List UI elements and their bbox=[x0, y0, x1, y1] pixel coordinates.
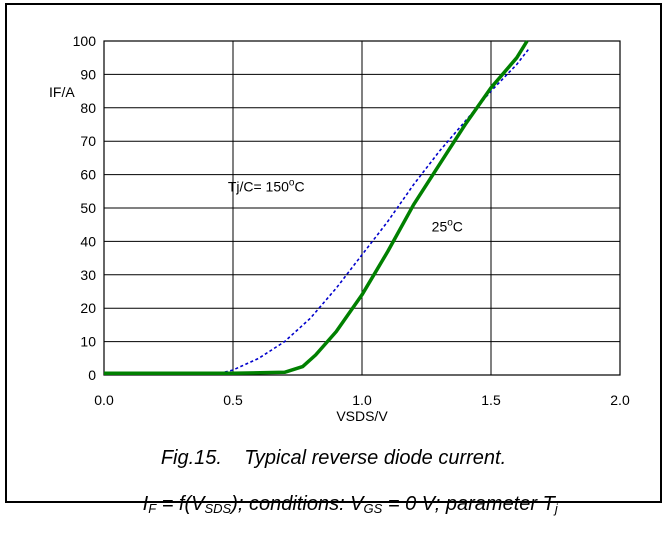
annotations: Tj/C= 150oC 25oC bbox=[228, 177, 463, 234]
caption-line-2: IF = f(VSDS); conditions: VGS = 0 V; par… bbox=[7, 470, 660, 539]
y-axis-label: IF/A bbox=[49, 84, 75, 100]
caption-line-1: Fig.15. Typical reverse diode current. bbox=[160, 447, 507, 469]
y-tick-label: 70 bbox=[80, 133, 96, 149]
caption-part: = 0 V; parameter T bbox=[382, 493, 555, 515]
x-tick-label: 1.5 bbox=[481, 392, 501, 408]
series-line-150c bbox=[104, 47, 531, 375]
caption-part: ); conditions: V bbox=[231, 493, 364, 515]
y-tick-label: 0 bbox=[88, 367, 96, 383]
x-tick-label: 0.0 bbox=[94, 392, 114, 408]
plot-border bbox=[103, 40, 621, 376]
annotation-label: Tj/C= 150oC bbox=[228, 177, 305, 194]
x-tick-label: 1.0 bbox=[352, 392, 372, 408]
y-tick-label: 90 bbox=[80, 66, 96, 82]
grid-lines bbox=[103, 40, 621, 376]
series-layer bbox=[104, 40, 531, 376]
series-line-25c bbox=[104, 40, 529, 376]
y-tick-label: 40 bbox=[80, 233, 96, 249]
x-tick-label: 2.0 bbox=[610, 392, 630, 408]
x-axis-label: VSDS/V bbox=[336, 408, 388, 424]
y-tick-label: 10 bbox=[80, 334, 96, 350]
chart: 0 10 20 30 40 50 60 70 80 90 100 0.0 0.5 1.0 1.5 2.0 I… bbox=[49, 33, 630, 424]
y-tick-label: 80 bbox=[80, 100, 96, 116]
x-tick-label: 0.5 bbox=[223, 392, 243, 408]
figure-caption: Fig.15. Typical reverse diode current. I… bbox=[7, 447, 660, 539]
x-tick-labels: 0.0 0.5 1.0 1.5 2.0 bbox=[94, 392, 630, 408]
y-tick-label: 50 bbox=[80, 200, 96, 216]
y-tick-labels: 0 10 20 30 40 50 60 70 80 90 100 bbox=[73, 33, 97, 383]
annotation-label: 25oC bbox=[432, 217, 463, 234]
y-tick-label: 100 bbox=[73, 33, 97, 49]
caption-part: = f(V bbox=[156, 493, 205, 515]
y-tick-label: 30 bbox=[80, 267, 96, 283]
y-tick-label: 60 bbox=[80, 167, 96, 183]
y-tick-label: 20 bbox=[80, 300, 96, 316]
caption-part: I bbox=[142, 493, 149, 515]
figure-frame: 0 10 20 30 40 50 60 70 80 90 100 0.0 0.5 1.0 1.5 2.0 I… bbox=[5, 3, 662, 515]
